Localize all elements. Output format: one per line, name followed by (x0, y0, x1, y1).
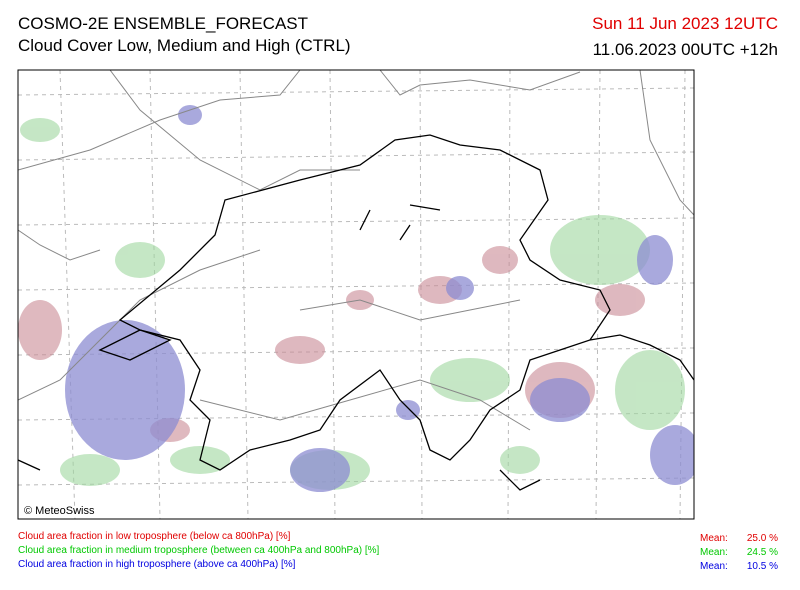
mean-label: Mean: (700, 561, 728, 572)
title: COSMO-2E ENSEMBLE_FORECAST (18, 14, 309, 33)
legend-label: Cloud area fraction in medium tropospher… (18, 545, 380, 556)
cloud-high (65, 105, 694, 492)
run-time: 11.06.2023 00UTC +12h (592, 40, 778, 59)
cloud-medium (20, 118, 685, 490)
valid-time: Sun 11 Jun 2023 12UTC (592, 14, 778, 33)
mean-value: 10.5 % (746, 561, 778, 572)
country-border (18, 134, 694, 491)
mean-label: Mean: (700, 533, 728, 544)
mean-label: Mean: (700, 547, 728, 558)
legend-label: Cloud area fraction in low troposphere (… (18, 531, 291, 542)
subtitle: Cloud Cover Low, Medium and High (CTRL) (18, 36, 351, 55)
mean-value: 25.0 % (746, 533, 778, 544)
legend-label: Cloud area fraction in high troposphere … (18, 559, 296, 570)
mean-value: 24.5 % (746, 547, 778, 558)
map-frame (17, 69, 695, 520)
borders (18, 70, 694, 431)
credit: © MeteoSwiss (24, 505, 95, 517)
